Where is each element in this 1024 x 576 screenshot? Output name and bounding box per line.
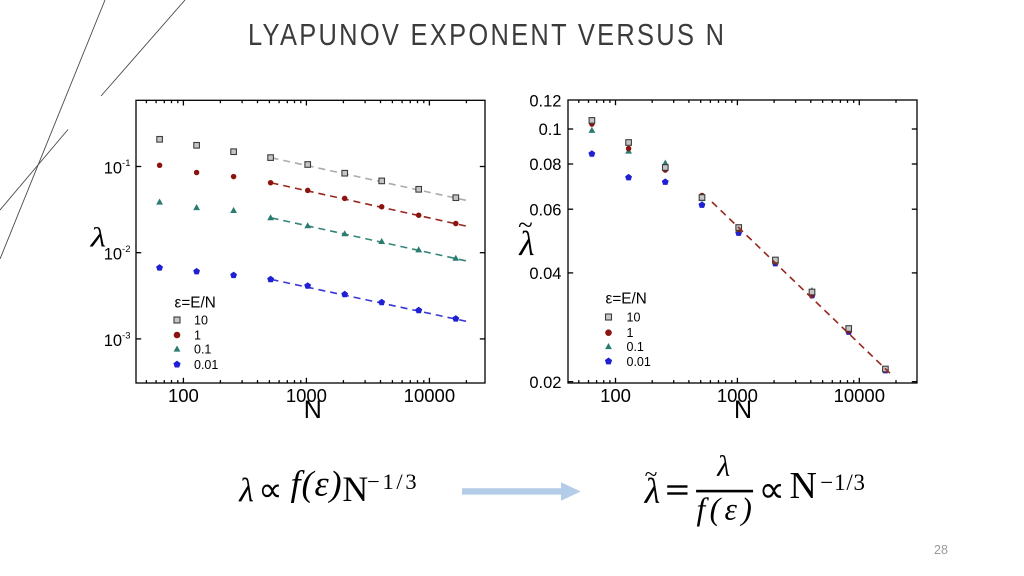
svg-text:0.01: 0.01 <box>627 355 651 369</box>
svg-text:f(ε): f(ε) <box>697 492 757 527</box>
svg-text:100: 100 <box>168 385 199 406</box>
svg-text:100: 100 <box>600 385 631 406</box>
svg-text:1: 1 <box>627 326 634 340</box>
svg-text:1000: 1000 <box>717 385 758 406</box>
svg-text:−1/3: −1/3 <box>367 469 419 494</box>
svg-text:λ: λ <box>716 451 730 483</box>
svg-text:0.1: 0.1 <box>627 340 644 354</box>
svg-text:N: N <box>790 465 817 507</box>
svg-text:0.1: 0.1 <box>539 121 562 139</box>
svg-text:0.1: 0.1 <box>194 343 211 357</box>
svg-text:10-2: 10-2 <box>104 244 131 264</box>
svg-text:N: N <box>342 469 368 509</box>
svg-text:1000: 1000 <box>286 385 327 406</box>
svg-text:0.01: 0.01 <box>194 358 218 372</box>
svg-text:λ: λ <box>89 222 106 252</box>
svg-text:∝: ∝ <box>759 469 785 510</box>
svg-text:0.02: 0.02 <box>529 374 561 392</box>
svg-text:0.06: 0.06 <box>529 201 561 219</box>
svg-text:10000: 10000 <box>404 385 455 406</box>
svg-text:1: 1 <box>194 329 201 343</box>
svg-text:N: N <box>304 396 322 424</box>
svg-text:~: ~ <box>645 461 658 487</box>
svg-text:10: 10 <box>194 314 208 328</box>
svg-text:N: N <box>734 396 752 424</box>
svg-text:10-1: 10-1 <box>104 158 131 178</box>
svg-text:10-3: 10-3 <box>104 330 131 350</box>
svg-text:0.08: 0.08 <box>529 156 561 174</box>
svg-text:0.12: 0.12 <box>529 93 561 111</box>
svg-text:λ: λ <box>518 224 534 263</box>
svg-text:0.04: 0.04 <box>529 265 561 283</box>
svg-text:f(ε): f(ε) <box>291 463 343 503</box>
svg-text:λ: λ <box>644 471 660 511</box>
svg-text:~: ~ <box>518 210 533 240</box>
svg-text:λ: λ <box>238 473 254 510</box>
svg-text:−1/3: −1/3 <box>820 470 866 495</box>
svg-text:ε=E/N: ε=E/N <box>606 291 647 308</box>
svg-text:10000: 10000 <box>834 385 885 406</box>
svg-text:∝: ∝ <box>258 472 282 509</box>
svg-text:10: 10 <box>627 311 641 325</box>
svg-text:ε=E/N: ε=E/N <box>175 295 216 312</box>
